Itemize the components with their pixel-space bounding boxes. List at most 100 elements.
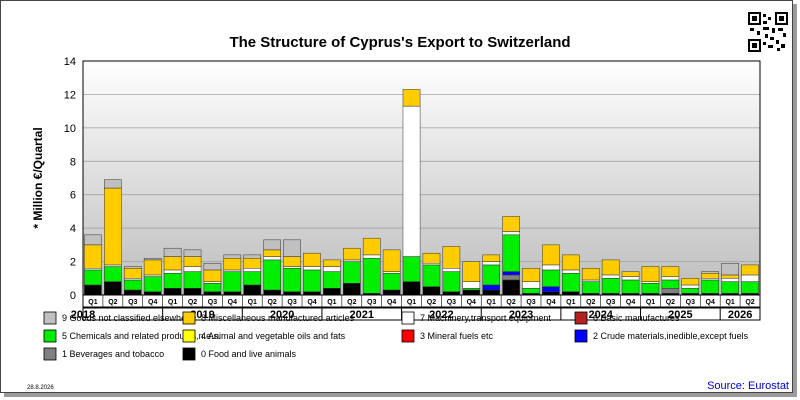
bar-segment — [163, 247, 182, 257]
quarter-label: Q1 — [646, 299, 655, 306]
bar-segment — [522, 281, 540, 289]
bar-segment — [581, 281, 600, 294]
bar-segment — [343, 261, 361, 284]
bar-segment — [362, 237, 381, 256]
quarter-label: Q4 — [387, 299, 396, 306]
bar-segment — [183, 271, 202, 289]
y-axis-ticks: 0 2 4 6 8 10 12 14 — [64, 56, 76, 302]
y-tick-label: 2 — [70, 257, 76, 269]
bar-segment — [581, 268, 600, 281]
bar-segment — [601, 278, 620, 294]
bar-segment — [402, 256, 421, 282]
bar-segment — [681, 278, 700, 286]
quarter-label: Q2 — [427, 299, 436, 306]
quarter-label: Q4 — [546, 299, 555, 306]
bar-segment — [203, 269, 222, 282]
year-label: 2021 — [350, 309, 374, 321]
bar-segment — [263, 239, 281, 251]
bar-segment — [641, 281, 660, 284]
bar-segment — [442, 268, 461, 272]
bar-segment — [263, 289, 281, 296]
quarter-label: Q4 — [467, 299, 476, 306]
bar-segment — [601, 259, 620, 276]
legend-swatch — [43, 347, 57, 361]
bar-segment — [283, 268, 301, 292]
bar-segment — [502, 216, 520, 232]
bar-segment — [243, 268, 262, 272]
bar-segment — [303, 266, 321, 271]
bar-segment — [223, 271, 242, 292]
qr-code-icon — [748, 12, 788, 52]
bar-segment — [721, 278, 739, 282]
bar-segment — [502, 234, 520, 272]
y-tick-label: 8 — [70, 156, 76, 168]
bar-segment — [542, 291, 560, 296]
bar-segment — [183, 249, 202, 257]
bar-segment — [422, 264, 441, 287]
bar-segment — [601, 274, 620, 279]
bar-segment — [223, 269, 242, 272]
bar-segment — [661, 279, 680, 289]
bar-segment — [502, 271, 520, 276]
bar-segment — [522, 268, 540, 282]
quarter-label: Q4 — [307, 299, 316, 306]
quarter-label: Q3 — [287, 299, 296, 306]
y-tick-label: 12 — [64, 89, 76, 101]
bar-segment — [323, 271, 341, 289]
legend-swatch — [401, 311, 415, 325]
bar-segment — [701, 278, 720, 281]
bar-segment — [562, 273, 580, 292]
bar-segment — [263, 256, 281, 261]
quarter-label: Q2 — [347, 299, 356, 306]
bar-segment — [123, 289, 142, 296]
quarter-label: Q1 — [725, 299, 734, 306]
quarter-label: Q3 — [606, 299, 615, 306]
bar-segment — [163, 269, 182, 274]
y-tick-label: 10 — [64, 123, 76, 135]
y-tick-label: 14 — [64, 56, 76, 68]
x-axis: Q1 Q2 Q3 Q4 Q1 Q2 Q3 Q4 Q1 Q2 Q3 Q4 Q1 Q2 Q3 Q4 Q1 Q2 Q3 Q4… — [71, 294, 761, 321]
legend-swatch — [182, 329, 196, 343]
quarter-label: Q2 — [188, 299, 197, 306]
bar-segment — [502, 274, 520, 281]
bar-segment — [223, 291, 242, 296]
bar-segment — [442, 291, 461, 296]
bar-segment — [641, 266, 660, 282]
quarter-label: Q1 — [487, 299, 496, 306]
quarter-label: Q2 — [267, 299, 276, 306]
bar-segment — [303, 252, 321, 267]
bar-segment — [283, 256, 301, 267]
quarter-label: Q1 — [168, 299, 177, 306]
bar-segment — [243, 271, 262, 286]
bar-segment — [362, 254, 381, 259]
bar-segment — [502, 279, 520, 296]
bar-segment — [143, 257, 162, 261]
bar-segment — [123, 266, 142, 269]
year-label: 2025 — [668, 309, 692, 321]
bar-segment — [402, 281, 421, 296]
bar-segment — [263, 249, 281, 257]
bar-segment — [581, 279, 600, 282]
bar-segment — [382, 271, 401, 274]
legend-label: 3 Mineral fuels etc — [420, 331, 494, 341]
year-label: 2020 — [270, 309, 294, 321]
year-label: 2026 — [728, 309, 752, 321]
bar-segment — [542, 269, 560, 287]
bar-segment — [382, 289, 401, 296]
bar-segment — [422, 286, 441, 296]
bar-segment — [482, 254, 501, 262]
quarter-label: Q3 — [128, 299, 137, 306]
bar-segment — [143, 291, 162, 296]
quarter-label: Q4 — [626, 299, 635, 306]
bar-segment — [143, 259, 162, 276]
bar-segment — [482, 284, 501, 291]
bar-segment — [661, 288, 680, 294]
bar-segment — [123, 278, 142, 281]
chart-title: The Structure of Cyprus's Export to Swit… — [229, 34, 570, 51]
quarter-label: Q4 — [228, 299, 237, 306]
bar-segment — [402, 105, 421, 257]
quarter-label: Q1 — [327, 299, 336, 306]
bar-segment — [104, 187, 122, 266]
quarter-label: Q1 — [88, 299, 97, 306]
